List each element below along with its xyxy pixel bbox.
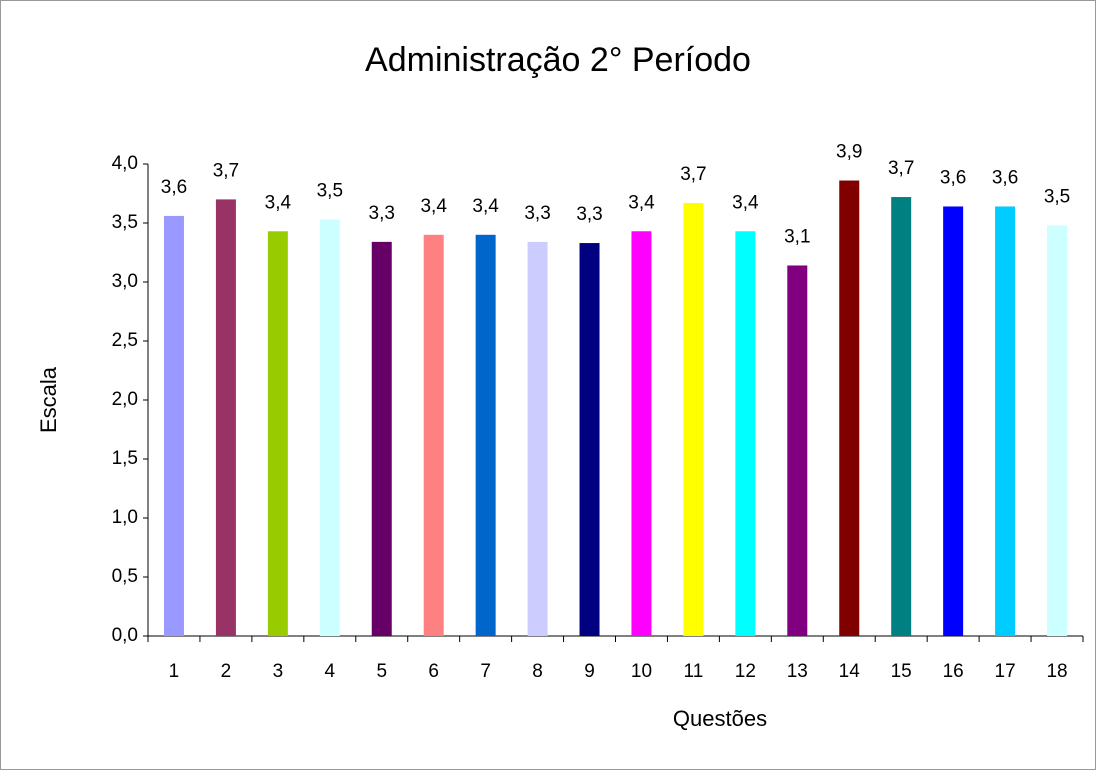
bar <box>735 231 756 636</box>
x-tick-label: 16 <box>943 661 964 682</box>
bar <box>163 215 184 637</box>
bar <box>943 206 964 637</box>
x-tick-label: 3 <box>273 661 284 682</box>
value-label: 3,6 <box>161 177 187 198</box>
value-label: 3,3 <box>369 203 395 224</box>
x-tick-label: 4 <box>325 661 336 682</box>
y-tick-label: 2,0 <box>112 389 138 410</box>
x-tick-label: 11 <box>684 661 704 682</box>
bar <box>423 234 444 637</box>
bar <box>839 180 860 636</box>
x-tick-label: 10 <box>631 661 652 682</box>
value-label: 3,1 <box>784 226 810 247</box>
value-label: 3,7 <box>680 164 706 185</box>
value-label: 3,6 <box>940 167 966 188</box>
x-tick-label: 2 <box>221 661 232 682</box>
value-label: 3,5 <box>317 180 343 201</box>
value-label: 3,3 <box>576 204 602 225</box>
value-label: 3,4 <box>472 196 499 217</box>
value-label: 3,7 <box>888 158 914 179</box>
value-label: 3,5 <box>1044 186 1070 207</box>
x-tick-label: 15 <box>891 661 912 682</box>
bar <box>683 202 704 636</box>
value-label: 3,7 <box>213 160 239 181</box>
x-tick-label: 6 <box>428 661 439 682</box>
y-tick-label: 4,0 <box>112 153 138 174</box>
bar <box>631 231 652 636</box>
y-tick-label: 0,5 <box>112 566 138 587</box>
x-tick-label: 8 <box>532 661 543 682</box>
value-label: 3,9 <box>836 142 862 163</box>
x-axis-label: Questões <box>673 706 767 731</box>
x-tick-label: 12 <box>735 661 756 682</box>
x-tick-label: 13 <box>787 661 808 682</box>
bar <box>215 199 236 636</box>
x-tick-label: 18 <box>1046 661 1067 682</box>
value-label: 3,4 <box>265 192 292 213</box>
y-tick-label: 3,0 <box>112 271 138 292</box>
value-label: 3,3 <box>524 203 550 224</box>
bar <box>787 265 808 636</box>
x-tick-label: 14 <box>839 661 861 682</box>
bar <box>579 243 600 636</box>
x-tick-label: 9 <box>584 661 595 682</box>
bar <box>371 241 392 636</box>
y-tick-label: 1,0 <box>112 507 138 528</box>
value-label: 3,4 <box>732 192 759 213</box>
x-tick-label: 17 <box>995 661 1016 682</box>
value-label: 3,4 <box>420 196 447 217</box>
bar <box>527 241 548 636</box>
chart-title: Administração 2° Período <box>365 41 751 79</box>
y-tick-label: 1,5 <box>112 448 138 469</box>
x-tick-label: 5 <box>376 661 387 682</box>
bar <box>995 206 1016 637</box>
y-tick-label: 3,5 <box>112 212 138 233</box>
bar <box>475 234 496 637</box>
bar <box>319 219 340 636</box>
bar <box>267 231 288 636</box>
x-tick-label: 1 <box>169 661 180 682</box>
bar <box>1047 225 1068 637</box>
y-tick-label: 0,0 <box>112 625 138 646</box>
value-label: 3,4 <box>628 192 655 213</box>
y-axis-label: Escala <box>36 366 61 433</box>
bar <box>891 197 912 637</box>
y-tick-label: 2,5 <box>112 330 138 351</box>
x-tick-label: 7 <box>480 661 491 682</box>
value-label: 3,6 <box>992 167 1018 188</box>
